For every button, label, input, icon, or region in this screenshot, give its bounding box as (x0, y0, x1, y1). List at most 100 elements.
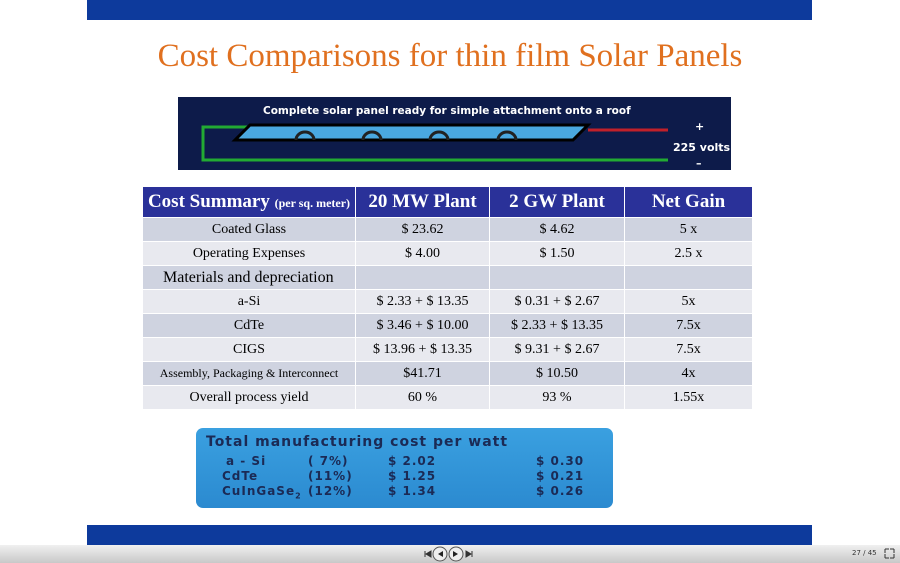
summary-cell: $ 0.21 (536, 469, 585, 483)
fullscreen-button[interactable] (884, 548, 895, 559)
wire-green (201, 125, 668, 162)
table-row: Overall process yield 60 % 93 % 1.55x (142, 385, 753, 410)
voltage: 225 volts (673, 141, 731, 154)
table-row: CIGS $ 13.96 + $ 13.35 $ 9.31 + $ 2.67 7.5x (142, 337, 753, 362)
cell-text: 2.5 x (674, 245, 703, 261)
table-row: CdTe $ 3.46 + $ 10.00 $ 2.33 + $ 13.35 7.5x (142, 313, 753, 338)
summary-cell: CdTe (222, 469, 259, 483)
summary-box: Total manufacturing cost per watt a - Si… (196, 428, 613, 508)
header-note: (per sq. meter) (274, 196, 351, 210)
table-cell (624, 265, 753, 290)
table-cell: $ 1.50 (489, 241, 625, 266)
table-cell: 7.5x (624, 313, 753, 338)
summary-cell: $ 0.26 (536, 484, 585, 498)
cell-text: Materials and depreciation (163, 268, 334, 286)
cell-text: 4x (681, 365, 696, 381)
table-cell: Materials and depreciation (142, 265, 356, 290)
table-cell: 2.5 x (624, 241, 753, 266)
summary-cell: ( 7%) (308, 454, 349, 468)
table-cell: CdTe (142, 313, 356, 338)
cost-table: Cost Summary (per sq. meter) 20 MW Plant 2… (142, 186, 753, 410)
table-row: Materials and depreciation (142, 265, 753, 290)
table-cell: 1.55x (624, 385, 753, 410)
table-cell: CIGS (142, 337, 356, 362)
table-row: Operating Expenses $ 4.00 $ 1.50 2.5 x (142, 241, 753, 266)
summary-cell: $ 2.02 (388, 454, 437, 468)
plus: + (695, 120, 704, 133)
table-cell: Operating Expenses (142, 241, 356, 266)
cell-text: 5x (681, 293, 696, 309)
table-cell: 5x (624, 289, 753, 314)
cell-text: 5 x (679, 221, 698, 237)
cell-text: 93 % (542, 389, 572, 405)
cell-text: $41.71 (403, 365, 442, 381)
summary-cell: CuInGaSe2 (222, 484, 302, 501)
table-cell: Assembly, Packaging & Interconnect (142, 361, 356, 386)
cell-text: $ 2.33 + $ 13.35 (511, 317, 603, 333)
table-row: Coated Glass $ 23.62 $ 4.62 5 x (142, 217, 753, 242)
panel (231, 123, 592, 142)
top-bar (87, 0, 812, 20)
table-cell: 60 % (355, 385, 490, 410)
cell-text: 7.5x (676, 341, 701, 357)
cell-text: $ 9.31 + $ 2.67 (514, 341, 600, 357)
summary-cell: (12%) (308, 484, 353, 498)
table-cell: $ 4.00 (355, 241, 490, 266)
header-cell: Net Gain (624, 186, 753, 218)
header-cell: Cost Summary (per sq. meter) (142, 186, 356, 218)
table-cell: 93 % (489, 385, 625, 410)
cell-text: $ 0.31 + $ 2.67 (514, 293, 600, 309)
table-cell: $ 23.62 (355, 217, 490, 242)
summary-cell: (11%) (308, 469, 353, 483)
summary-cell: $ 1.25 (388, 469, 437, 483)
table-cell: $ 10.50 (489, 361, 625, 386)
cell-text: CdTe (233, 317, 265, 333)
bottom-bar (87, 525, 812, 545)
summary-cell: $ 1.34 (388, 484, 437, 498)
header-text: 20 MW Plant (368, 191, 477, 212)
header-cell: 2 GW Plant (489, 186, 625, 218)
cell-text: Overall process yield (189, 389, 309, 405)
first-button[interactable] (424, 550, 432, 558)
table-cell: $ 3.46 + $ 10.00 (355, 313, 490, 338)
cell-text: $ 4.00 (405, 245, 440, 261)
cell-text: $ 2.33 + $ 13.35 (376, 293, 469, 309)
table-cell: 5 x (624, 217, 753, 242)
summary-title: Total manufacturing cost per watt (206, 434, 509, 450)
cell-text: $ 4.62 (539, 221, 575, 237)
header-cell: 20 MW Plant (355, 186, 490, 218)
table-cell: $ 0.31 + $ 2.67 (489, 289, 625, 314)
cell-text: $ 13.96 + $ 13.35 (373, 341, 472, 357)
table-row: Assembly, Packaging & Interconnect $41.71… (142, 361, 753, 386)
cell-text: 1.55x (672, 389, 705, 405)
table-cell (489, 265, 625, 290)
header-text: 2 GW Plant (509, 191, 605, 212)
last-button[interactable] (465, 550, 473, 558)
table-cell: 7.5x (624, 337, 753, 362)
cell-text: $ 3.46 + $ 10.00 (376, 317, 469, 333)
table-cell: $ 2.33 + $ 13.35 (355, 289, 490, 314)
table-cell: Overall process yield (142, 385, 356, 410)
diagram-caption: Complete solar panel ready for simple at… (263, 105, 631, 117)
cell-text: 60 % (407, 389, 438, 405)
cell-text: Operating Expenses (192, 245, 306, 261)
table-cell: a-Si (142, 289, 356, 314)
cell-text: a-Si (237, 293, 261, 309)
subscript: 2 (295, 491, 302, 501)
cell-text: $ 23.62 (401, 221, 444, 237)
table-cell: $ 9.31 + $ 2.67 (489, 337, 625, 362)
page-indicator: 27 / 45 (852, 549, 877, 557)
viewer-bar: 27 / 45 (0, 545, 900, 563)
table-cell: 4x (624, 361, 753, 386)
panel-diagram: Complete solar panel ready for simple at… (178, 97, 731, 170)
cells (294, 130, 518, 141)
cell-text: $ 1.50 (539, 245, 575, 261)
header-text: Cost Summary (147, 191, 270, 212)
table-cell: Coated Glass (142, 217, 356, 242)
nav-controls (424, 546, 473, 562)
table-cell: $41.71 (355, 361, 490, 386)
table-cell: $ 13.96 + $ 13.35 (355, 337, 490, 362)
cell-text: Coated Glass (211, 221, 287, 237)
summary-cell: $ 0.30 (536, 454, 585, 468)
